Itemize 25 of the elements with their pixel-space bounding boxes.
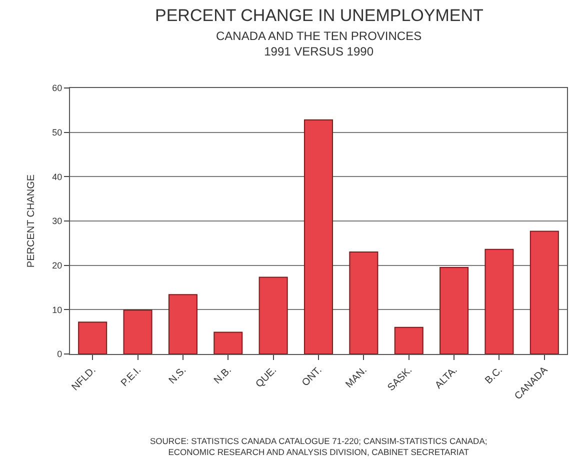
chart-title: PERCENT CHANGE IN UNEMPLOYMENT: [155, 6, 484, 25]
y-tick-label: 10: [52, 304, 62, 315]
bar: [304, 119, 334, 354]
bar: [78, 322, 108, 354]
bar: [530, 230, 559, 354]
bar: [258, 276, 288, 354]
bar: [123, 310, 152, 354]
y-tick-label: 20: [52, 260, 62, 270]
y-tick-label: 60: [52, 83, 62, 94]
bar: [484, 248, 514, 354]
y-tick-label: 0: [57, 349, 62, 360]
y-tick-label: 50: [52, 127, 62, 138]
x-tick-label: N.B.: [212, 364, 234, 386]
bar: [349, 252, 378, 354]
bar: [168, 294, 198, 354]
source-note: SOURCE: STATISTICS CANADA CATALOGUE 71-220; CANSIM-STATISTICS CANADA; ECONOMIC RESEARCH AND ANALYSIS DIVISION, CABINET SECRETARIAT: [150, 436, 488, 458]
x-tick-label: B.C.: [483, 364, 505, 386]
y-tick-label: 40: [52, 172, 62, 182]
x-tick-label: N.S.: [167, 364, 189, 386]
bar: [440, 267, 469, 354]
chart-subtitle: CANADA AND THE TEN PROVINCES 1991 VERSUS 1990: [216, 29, 422, 59]
bar: [394, 326, 424, 354]
y-axis-title: PERCENT CHANGE: [26, 174, 38, 268]
bar: [214, 332, 243, 354]
y-tick-label: 30: [52, 216, 62, 226]
